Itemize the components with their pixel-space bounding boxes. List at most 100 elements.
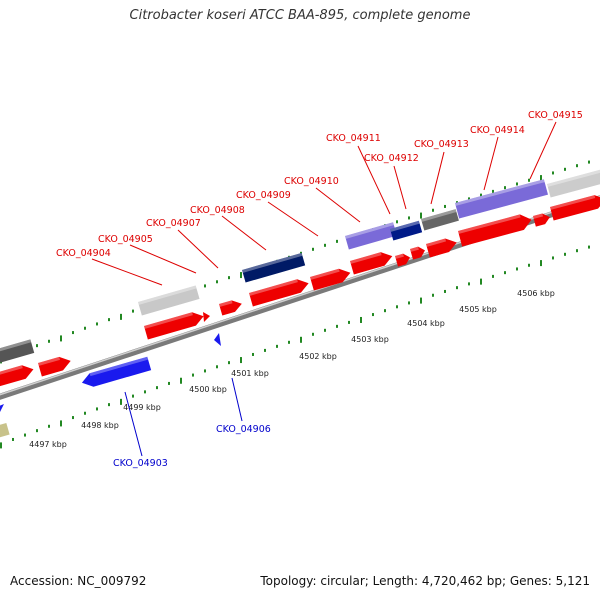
feature-block (455, 179, 549, 219)
reverse-track-dot (252, 352, 254, 356)
reverse-track-dot (96, 407, 98, 411)
callout-leader (177, 229, 219, 269)
feature-highlight (421, 209, 457, 222)
forward-cds-arrow (533, 213, 550, 227)
cds-shape (350, 252, 393, 275)
feature-bar (345, 222, 397, 250)
forward-track-dot (444, 204, 446, 208)
reverse-track-dot (300, 336, 302, 343)
reverse-track-dot (456, 286, 458, 290)
cds-shape (144, 312, 204, 340)
gene-label-cko_04909: CKO_04909 (236, 190, 291, 201)
cds-highlight (249, 279, 298, 296)
gene-label-cko_04904: CKO_04904 (56, 248, 111, 259)
feature-highlight (390, 220, 420, 232)
cds-highlight (89, 356, 149, 377)
reverse-track-dot (348, 320, 350, 324)
reverse-cds-arrow (81, 356, 152, 387)
cds-shape (249, 279, 309, 307)
reverse-track-dot (48, 424, 50, 428)
gene-label-cko_04912: CKO_04912 (364, 153, 419, 164)
cds-shape (0, 365, 34, 387)
forward-cds-arrow (458, 214, 532, 247)
cds-shape (38, 356, 71, 377)
feature-bar (242, 252, 306, 283)
forward-track-dot (60, 335, 62, 342)
reverse-track-dot (276, 344, 278, 348)
feature-block (390, 220, 423, 241)
reverse-track-dot (192, 373, 194, 377)
forward-track-dot (396, 220, 398, 224)
scale-tick-label: 4504 kbp (407, 319, 445, 328)
cds-shape (395, 253, 410, 267)
gene-label-cko_04903: CKO_04903 (113, 458, 168, 469)
reverse-track-dot (240, 357, 242, 364)
reverse-track-dot (492, 274, 494, 278)
forward-track-dot (408, 216, 410, 220)
cds-highlight (310, 268, 340, 280)
reverse-track-dot (168, 381, 170, 385)
scale-tick-label: 4500 kbp (189, 385, 227, 394)
feature-highlight (138, 285, 197, 305)
gene-label-cko_04910: CKO_04910 (284, 176, 339, 187)
feature-block (547, 168, 600, 198)
reverse-track-dot (156, 386, 158, 390)
forward-cds-arrow (350, 252, 393, 275)
forward-cds-arrow (144, 312, 204, 340)
feature-bar (0, 339, 35, 365)
reverse-track-dot (432, 293, 434, 297)
reverse-track-dot (180, 377, 182, 384)
feature-highlight (0, 339, 32, 354)
reverse-track-dot (552, 256, 554, 260)
feature-bar (138, 285, 200, 316)
forward-cds-arrow (310, 268, 351, 291)
forward-cds-arrow (426, 238, 457, 258)
reverse-track-dot (540, 260, 542, 267)
map-title: Citrobacter koseri ATCC BAA-895, complet… (129, 8, 471, 23)
reverse-track-dot (384, 309, 386, 313)
forward-track-dot (36, 344, 38, 348)
cds-highlight (426, 238, 447, 247)
forward-track-dot (552, 171, 554, 175)
forward-track-dot (120, 313, 122, 320)
reverse-track-dot (360, 316, 362, 323)
feature-bar (421, 209, 459, 231)
cds-highlight (0, 365, 23, 376)
cds-highlight (350, 252, 382, 264)
scale-tick-label: 4505 kbp (459, 305, 497, 314)
cds-highlight (458, 214, 521, 234)
gene-label-cko_04908: CKO_04908 (190, 205, 245, 216)
feature-block (0, 339, 35, 365)
callout-leader (393, 165, 407, 210)
reverse-track-dot (144, 390, 146, 394)
reverse-track-dot (444, 289, 446, 293)
forward-track-dot (528, 178, 530, 182)
reverse-track-dot (336, 324, 338, 328)
forward-cds-arrow (203, 312, 210, 322)
forward-cds-arrow (249, 279, 309, 307)
feature-highlight (455, 179, 545, 206)
gene-callouts: CKO_04904 CKO_04905 CKO_04907 CKO_04908 CKO_… (56, 110, 583, 469)
callout-leader (357, 145, 391, 215)
callout-leader (91, 258, 163, 286)
cds-highlight (144, 312, 193, 329)
reverse-track-dot (72, 416, 74, 420)
forward-track-dot (228, 276, 230, 280)
reverse-track-dot (132, 394, 134, 398)
cds-shape (219, 300, 242, 316)
gene-label-cko_04911: CKO_04911 (326, 133, 381, 144)
cds-shape (550, 195, 600, 221)
reverse-track-dot (480, 278, 482, 285)
feature-block (0, 422, 10, 439)
reverse-track-dot (516, 267, 518, 271)
reverse-track-dot (312, 332, 314, 336)
forward-track-dot (324, 243, 326, 247)
callout-leader (483, 136, 499, 191)
reverse-track-dot (588, 245, 590, 249)
accession-label: Accession: NC_009792 (10, 574, 147, 588)
reverse-track-dot (528, 263, 530, 267)
scale-tick-label: 4497 kbp (29, 440, 67, 449)
callout-leader (231, 377, 243, 422)
forward-track-dot (576, 164, 578, 168)
callout-leader (315, 187, 361, 223)
